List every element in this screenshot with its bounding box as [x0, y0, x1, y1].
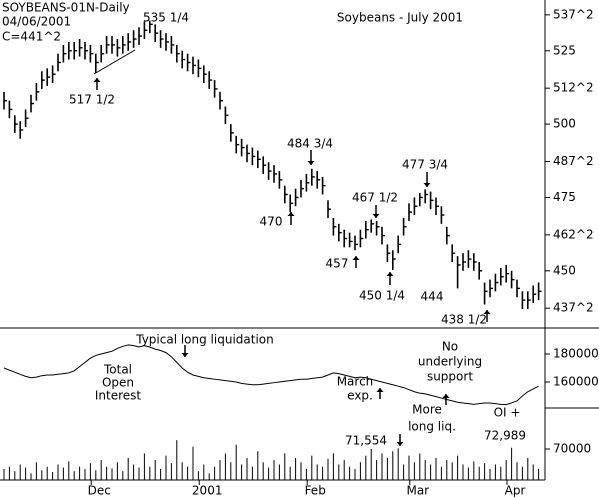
annotation: long liq. [408, 420, 456, 434]
arrow-head [307, 161, 315, 165]
annotation: 438 1/2 [441, 313, 487, 327]
arrow-head [386, 272, 394, 276]
arrow-head [287, 212, 295, 216]
annotation: support [427, 370, 473, 384]
y-tick-label: 160000 [553, 374, 599, 388]
last-close: C=441^2 [2, 30, 61, 44]
annotation: 484 3/4 [287, 137, 333, 151]
y-tick-label: 537^2 [553, 7, 594, 21]
annotation: OI + [494, 406, 521, 420]
arrow-head [376, 388, 384, 392]
x-tick-label: Dec [88, 484, 111, 498]
open-interest-line [3, 344, 539, 406]
annotation: Total [103, 363, 132, 377]
symbol: SOYBEANS-01N-Daily [2, 1, 130, 15]
x-tick-label: Feb [305, 484, 326, 498]
arrow-head [396, 442, 404, 446]
arrow-head [352, 256, 360, 260]
annotation: 444 [421, 290, 444, 304]
trend-line [93, 49, 136, 75]
annotation: 72,989 [484, 429, 526, 443]
annotation: 477 3/4 [402, 158, 448, 172]
y-tick-label: 437^2 [553, 301, 594, 315]
annotation: No [442, 340, 458, 354]
annotation: Open [102, 376, 134, 390]
annotation: 467 1/2 [352, 191, 398, 205]
x-tick-label: Apr [505, 484, 526, 498]
arrow-head [93, 78, 101, 82]
annotation: underlying [418, 355, 482, 369]
annotation: 517 1/2 [69, 93, 115, 107]
y-tick-label: 180000 [553, 347, 599, 361]
annotation: 470 [260, 215, 283, 229]
annotation: 535 1/4 [143, 11, 189, 25]
chart-title: Soybeans - July 2001 [337, 11, 463, 25]
y-tick-label: 450 [553, 263, 576, 277]
annotation: 71,554 [345, 434, 387, 448]
date: 04/06/2001 [2, 15, 71, 29]
y-tick-label: 487^2 [553, 154, 594, 168]
annotation: March [337, 375, 374, 389]
arrow-head [181, 353, 189, 357]
arrow-head [423, 183, 431, 187]
annotation: Typical long liquidation [135, 333, 274, 347]
annotation: exp. [347, 389, 373, 403]
y-tick-label: 500 [553, 117, 576, 131]
annotation: 450 1/4 [359, 289, 405, 303]
y-tick-label: 70000 [553, 442, 591, 456]
arrow-head [372, 214, 380, 218]
y-tick-label: 462^2 [553, 227, 594, 241]
x-tick-label: Mar [406, 484, 429, 498]
y-tick-label: 475 [553, 190, 576, 204]
annotation: Interest [95, 389, 142, 403]
annotation: 457 [326, 257, 349, 271]
y-tick-label: 525 [553, 43, 576, 57]
arrow-head [483, 310, 491, 314]
y-tick-label: 512^2 [553, 81, 594, 95]
annotation: More [412, 403, 442, 417]
arrow-head [442, 394, 450, 398]
x-tick-label: 2001 [192, 484, 223, 498]
